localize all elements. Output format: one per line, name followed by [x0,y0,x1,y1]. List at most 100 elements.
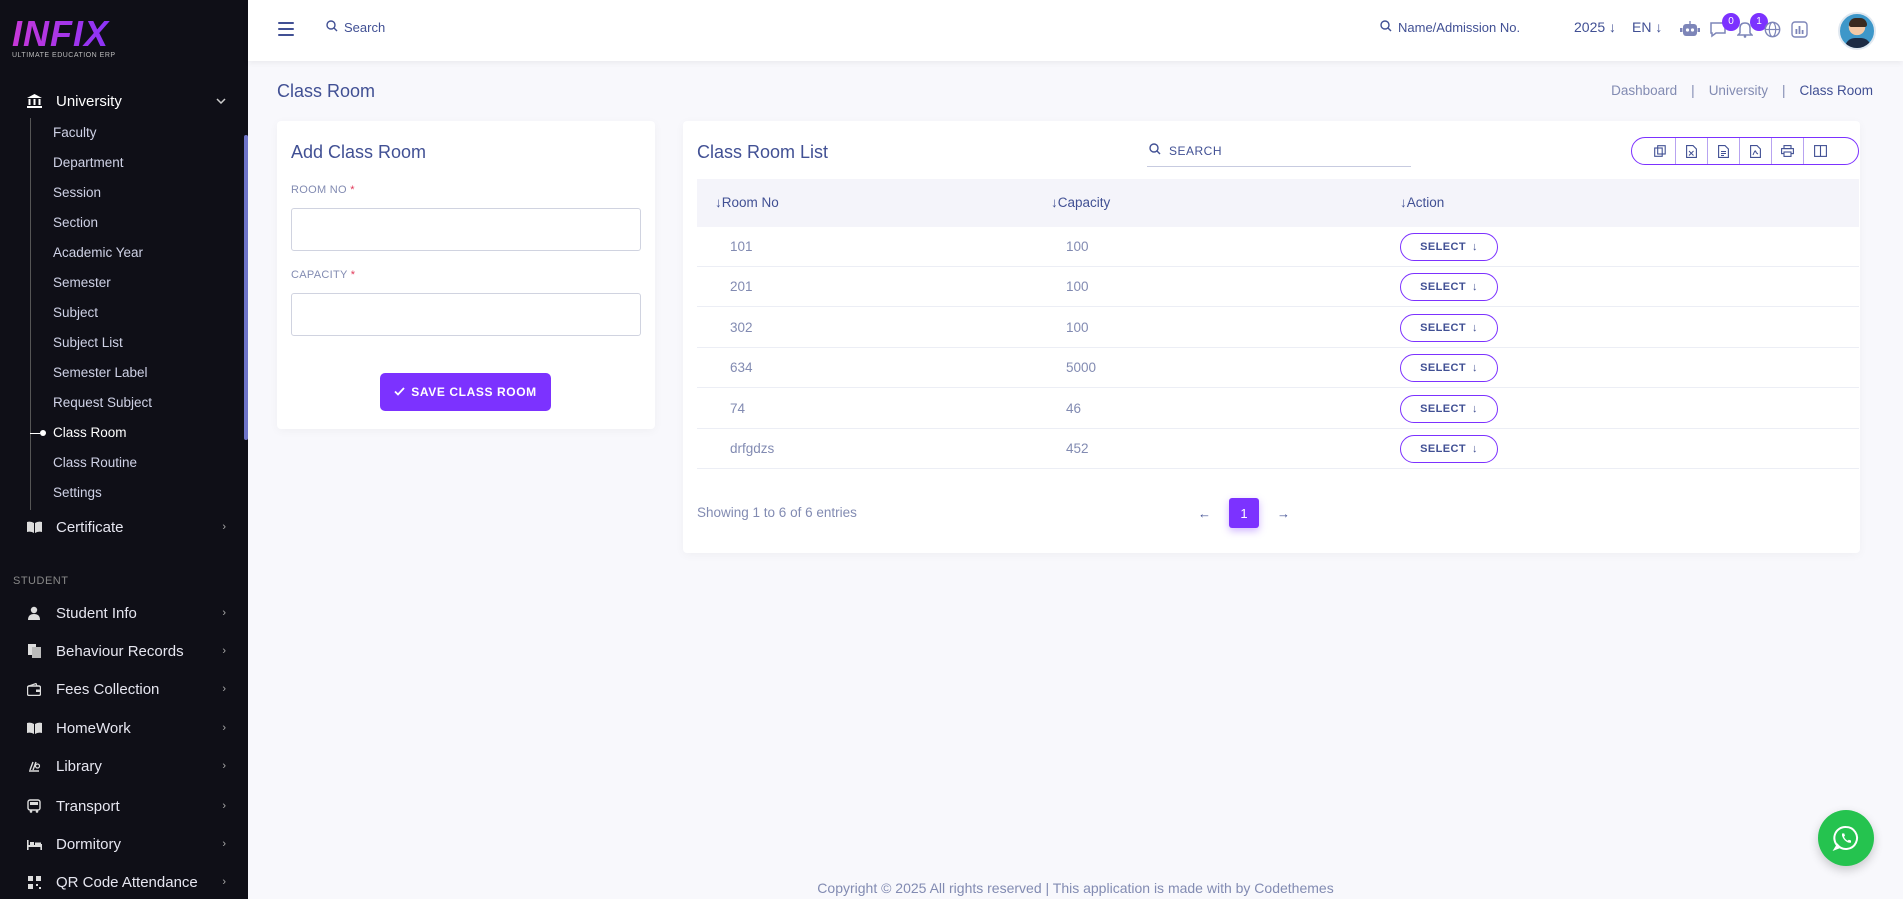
cell-room-no: 634 [730,360,753,375]
chevron-right-icon: › [222,876,226,888]
columns-icon[interactable] [1804,138,1836,164]
book-icon [26,519,42,535]
arrow-left-icon[interactable]: ← [1198,505,1211,521]
column-action[interactable]: ↓Action [1400,179,1444,227]
search-icon [1380,20,1392,35]
required-mark: * [350,269,356,281]
sidebar-subitem-academic-year[interactable]: Academic Year [53,245,144,260]
sidebar-subitem-class-room[interactable]: Class Room [30,418,230,448]
user-icon [26,605,42,621]
page-button-current[interactable]: 1 [1229,498,1259,528]
select-action-button[interactable]: SELECT ↓ [1400,435,1498,463]
sidebar-subitem-semester-label[interactable]: Semester Label [53,365,148,380]
column-room-no[interactable]: ↓Room No [715,179,779,227]
table-header: ↓Room No ↓Capacity ↓Action [697,179,1859,227]
robot-icon[interactable] [1680,19,1700,39]
table-row: 634 5000 SELECT ↓ [697,348,1859,388]
sidebar-item-library[interactable]: Library › [26,754,226,778]
breadcrumb-dashboard[interactable]: Dashboard [1611,83,1678,98]
sidebar-scrollbar[interactable] [244,135,248,440]
check-icon [394,385,405,399]
excel-icon[interactable] [1676,138,1708,164]
user-avatar[interactable] [1838,12,1876,50]
pagination: ← 1 → [1198,498,1290,528]
select-action-button[interactable]: SELECT ↓ [1400,273,1498,301]
sidebar-subitem-request-subject[interactable]: Request Subject [53,395,153,410]
cell-room-no: 74 [730,401,746,416]
notification-badge: 1 [1750,13,1768,31]
select-label: SELECT [1420,403,1466,415]
chart-icon[interactable] [1789,19,1809,39]
copy-icon[interactable] [1644,138,1676,164]
sidebar-subitem-section[interactable]: Section [53,215,99,230]
brand-tagline: ULTIMATE EDUCATION ERP [12,52,116,59]
table-search-input[interactable]: SEARCH [1147,135,1411,167]
entries-info: Showing 1 to 6 of 6 entries [697,505,857,520]
year-select[interactable]: 2025 ↓ [1574,19,1616,35]
select-action-button[interactable]: SELECT ↓ [1400,395,1498,423]
whatsapp-icon[interactable] [1818,810,1874,866]
bed-icon [26,836,42,852]
sort-arrow-icon: ↓ [715,195,722,210]
sidebar-subitem-settings[interactable]: Settings [53,485,102,500]
sidebar-item-label: Dormitory [56,835,122,853]
sidebar-item-qr-code-attendance[interactable]: QR Code Attendance › [26,870,226,894]
sidebar-subitem-department[interactable]: Department [53,155,124,170]
class-room-list-title: Class Room List [697,142,829,162]
column-action-label: Action [1406,195,1445,210]
sidebar-subitem-subject-list[interactable]: Subject List [53,335,123,350]
cell-capacity: 452 [1066,441,1089,456]
arrow-down-icon: ↓ [1471,241,1478,253]
save-class-room-button[interactable]: SAVE CLASS ROOM [380,373,551,411]
sidebar-item-transport[interactable]: Transport › [26,794,226,818]
sidebar-item-dormitory[interactable]: Dormitory › [26,832,226,856]
bus-icon [26,798,42,814]
print-icon[interactable] [1772,138,1804,164]
globe-icon[interactable] [1762,19,1782,39]
wallet-icon [26,681,42,697]
save-class-room-label: SAVE CLASS ROOM [411,385,537,399]
brand-logo[interactable]: INFIX ULTIMATE EDUCATION ERP [12,14,132,64]
arrow-down-icon: ↓ [1655,19,1663,35]
sidebar-item-label: Transport [56,797,120,815]
sidebar-subitem-subject[interactable]: Subject [53,305,99,320]
sidebar-subitem-faculty[interactable]: Faculty [53,125,97,140]
select-label: SELECT [1420,443,1466,455]
sidebar-item-student-info[interactable]: Student Info › [26,601,226,625]
select-action-button[interactable]: SELECT ↓ [1400,233,1498,261]
arrow-down-icon: ↓ [1471,322,1478,334]
footer-copyright: Copyright © 2025 All rights reserved | T… [817,880,1334,896]
sidebar: INFIX ULTIMATE EDUCATION ERP University … [0,0,248,899]
sidebar-subitem-session[interactable]: Session [53,185,102,200]
sidebar-item-fees-collection[interactable]: Fees Collection › [26,677,226,701]
sidebar-item-behaviour-records[interactable]: Behaviour Records › [26,639,226,663]
breadcrumb-university[interactable]: University [1708,83,1768,98]
sidebar-item-label: Student Info [56,604,137,622]
student-search-label: Name/Admission No. [1398,20,1521,35]
select-action-button[interactable]: SELECT ↓ [1400,314,1498,342]
records-icon [26,643,42,659]
sidebar-item-certificate[interactable]: Certificate › [26,515,226,539]
hamburger-menu-icon[interactable] [278,22,294,36]
global-search[interactable]: Search [326,20,385,35]
capacity-input[interactable] [291,293,641,336]
cell-capacity: 46 [1066,401,1082,416]
arrow-right-icon[interactable]: → [1277,505,1290,521]
language-select[interactable]: EN ↓ [1632,19,1662,35]
sidebar-subitem-semester[interactable]: Semester [53,275,111,290]
student-search[interactable]: Name/Admission No. [1380,20,1520,35]
pdf-icon[interactable] [1740,138,1772,164]
cell-room-no: drfgdzs [730,441,775,456]
csv-icon[interactable] [1708,138,1740,164]
room-no-input[interactable] [291,208,641,251]
sidebar-subitem-class-routine[interactable]: Class Routine [53,455,138,470]
arrow-down-icon: ↓ [1471,403,1478,415]
bell-icon[interactable] [1735,19,1755,39]
column-capacity[interactable]: ↓Capacity [1051,179,1110,227]
table-row: drfgdzs 452 SELECT ↓ [697,429,1859,469]
sidebar-item-homework[interactable]: HomeWork › [26,716,226,740]
select-action-button[interactable]: SELECT ↓ [1400,354,1498,382]
sidebar-item-university[interactable]: University [26,88,226,114]
chevron-right-icon: › [222,645,226,657]
breadcrumb-separator: | [1781,83,1786,98]
